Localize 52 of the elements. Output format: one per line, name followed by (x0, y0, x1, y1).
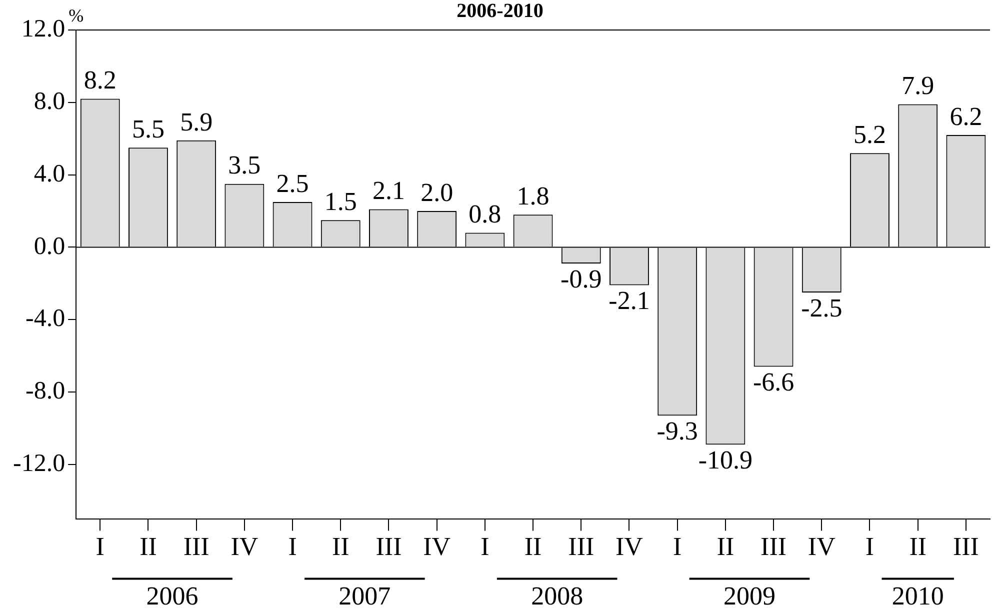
x-tick-label: III (952, 532, 979, 562)
data-label: 0.8 (468, 200, 502, 229)
x-tick-label: IV (423, 532, 451, 562)
text: 2009 (723, 582, 776, 611)
y-tick-label: -12.0 (12, 450, 66, 478)
x-tick-label: II (524, 532, 542, 562)
x-tick-label: II (716, 532, 734, 562)
data-label: 5.5 (132, 114, 164, 144)
data-label: 2.5 (276, 168, 309, 198)
data-label: -2.1 (608, 286, 650, 316)
data-label: 1.5 (324, 186, 357, 216)
x-tick-label: III (183, 532, 210, 562)
data-label: -0.9 (560, 264, 602, 294)
data-label: 6.2 (950, 102, 982, 131)
x-tick-label: II (909, 532, 927, 562)
data-label: 5.9 (180, 107, 213, 136)
y-tick-label: -8.0 (25, 378, 66, 405)
x-tick-label: I (673, 532, 682, 562)
data-label: 1.8 (516, 181, 550, 210)
x-tick-label: IV (808, 532, 836, 562)
x-tick-label: I (865, 532, 874, 562)
x-tick-label: I (96, 532, 104, 562)
data-label: 8.2 (84, 66, 116, 95)
data-label: 2.1 (372, 176, 405, 206)
y-tick-label: 0.0 (34, 232, 66, 260)
chart-title: 2006-2010 (456, 0, 544, 22)
x-tick-label: III (376, 532, 402, 562)
data-label: -9.3 (656, 416, 698, 446)
data-label: -6.6 (752, 368, 794, 397)
text: 2007 (338, 582, 391, 611)
data-label: -2.5 (801, 293, 842, 322)
x-tick-label: II (332, 532, 350, 562)
text: 2006 (146, 582, 198, 611)
data-label: 7.9 (902, 71, 934, 100)
x-tick-label: II (140, 532, 157, 562)
data-label: 5.2 (853, 120, 886, 149)
x-tick-label: I (288, 532, 297, 562)
x-tick-label: III (760, 532, 787, 562)
text: 2008 (531, 582, 584, 611)
y-tick-label: 8.0 (34, 88, 66, 115)
x-tick-label: IV (616, 532, 644, 562)
x-tick-label: I (480, 532, 490, 562)
y-tick-label: 4.0 (34, 160, 66, 188)
x-tick-label: III (568, 532, 594, 562)
x-tick-label: IV (230, 532, 258, 562)
data-label: 3.5 (228, 150, 261, 180)
text: 2010 (892, 582, 944, 611)
y-axis-title: % (68, 6, 84, 26)
data-label: -10.9 (698, 445, 753, 474)
y-tick-label: -4.0 (25, 305, 66, 332)
y-tick-label: 12.0 (21, 16, 66, 43)
data-label: 2.0 (420, 178, 454, 207)
